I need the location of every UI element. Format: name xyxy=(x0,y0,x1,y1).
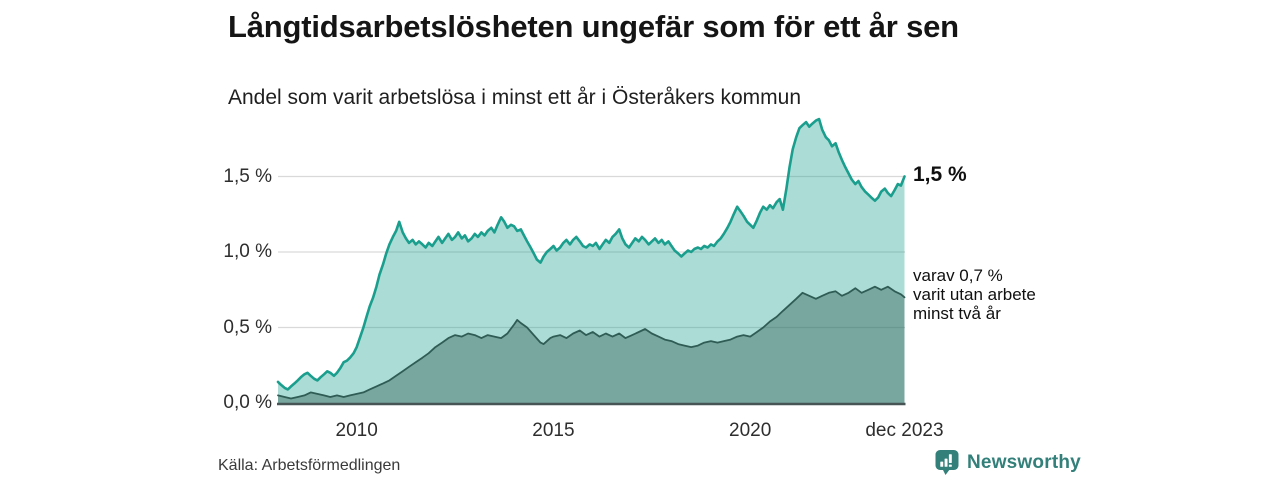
y-tick-label: 0,0 % xyxy=(223,392,272,413)
secondary-annotation-line: minst två år xyxy=(913,304,1001,323)
newsworthy-wordmark: Newsworthy xyxy=(967,451,1081,473)
secondary-annotation: varav 0,7 % varit utan arbete minst två … xyxy=(913,266,1036,323)
x-tick-label: dec 2023 xyxy=(865,420,944,441)
y-tick-label: 1,0 % xyxy=(223,241,272,262)
chart-title: Långtidsarbetslösheten ungefär som för e… xyxy=(228,9,959,44)
newsworthy-speech-bubble-bars-icon xyxy=(934,449,960,476)
x-tick-label: 2010 xyxy=(335,420,378,441)
y-tick-label: 0,5 % xyxy=(223,316,272,338)
series-line-2 xyxy=(277,285,906,400)
x-tick-label: 2015 xyxy=(532,420,575,441)
latest-value-label: 1,5 % xyxy=(913,163,967,186)
newsworthy-logo[interactable]: Newsworthy xyxy=(934,449,1081,476)
secondary-annotation-line: varit utan arbete xyxy=(913,285,1036,304)
secondary-annotation-line: varav 0,7 % xyxy=(913,266,1003,285)
series-line-1 xyxy=(276,117,906,391)
x-tick-label: 2020 xyxy=(729,420,772,441)
y-tick-label: 1,5 % xyxy=(223,165,272,187)
series-area-1 xyxy=(278,119,905,403)
source-label: Källa: Arbetsförmedlingen xyxy=(218,457,401,474)
series-area-2 xyxy=(278,286,905,403)
chart-subtitle: Andel som varit arbetslösa i minst ett å… xyxy=(228,86,802,109)
